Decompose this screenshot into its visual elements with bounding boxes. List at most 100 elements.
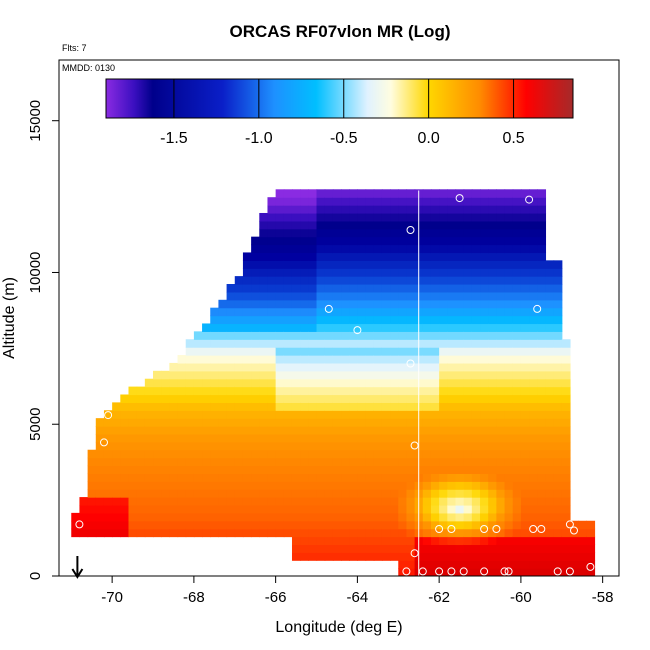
heat-cell	[381, 473, 391, 482]
heat-cell	[455, 433, 465, 443]
heat-cell	[316, 497, 326, 506]
heat-cell	[365, 370, 375, 380]
heat-cell	[242, 252, 252, 261]
heat-cell	[283, 260, 293, 269]
heat-cell	[251, 512, 260, 522]
heat-cell	[120, 449, 130, 459]
heat-cell	[529, 560, 538, 569]
heat-cell	[398, 212, 408, 222]
heat-cell	[185, 355, 195, 364]
heat-cell	[202, 433, 211, 443]
heat-cell	[529, 504, 538, 514]
heat-cell	[512, 220, 522, 230]
heat-cell	[390, 410, 399, 419]
heat-cell	[463, 323, 473, 332]
heat-cell	[480, 299, 489, 309]
heat-cell	[283, 244, 293, 254]
heat-cell	[316, 370, 326, 380]
heat-cell	[504, 402, 514, 411]
heat-cell	[120, 402, 130, 411]
heat-cell	[324, 252, 334, 261]
heat-cell	[226, 497, 236, 506]
heat-cell	[357, 457, 367, 467]
heat-cell	[365, 386, 375, 396]
heat-cell	[341, 220, 350, 230]
heat-cell	[193, 426, 203, 435]
heat-cell	[439, 276, 448, 285]
heat-cell	[251, 339, 260, 348]
heat-cell	[496, 339, 506, 348]
heat-cell	[471, 268, 481, 277]
heat-cell	[586, 552, 596, 561]
heat-cell	[439, 441, 448, 451]
heat-cell	[242, 457, 252, 467]
heat-cell	[316, 520, 326, 530]
heat-cell	[349, 355, 358, 364]
heat-cell	[586, 544, 596, 553]
heat-cell	[251, 323, 260, 332]
heat-cell	[422, 449, 432, 459]
heat-cell	[226, 339, 236, 348]
heat-cell	[218, 386, 228, 396]
heat-cell	[537, 410, 547, 419]
heat-cell	[267, 299, 277, 309]
heat-cell	[324, 394, 334, 403]
heat-cell	[87, 449, 97, 459]
heat-cell	[455, 560, 465, 569]
heat-cell	[275, 331, 285, 340]
heat-cell	[422, 552, 432, 561]
heat-cell	[553, 552, 563, 561]
heat-cell	[120, 418, 130, 427]
heat-cell	[390, 291, 399, 301]
heat-cell	[161, 497, 170, 506]
heat-cell	[422, 370, 432, 380]
heat-cell	[561, 465, 571, 475]
heat-cell	[512, 568, 522, 576]
heat-cell	[202, 528, 211, 538]
heat-cell	[398, 284, 408, 293]
heat-cell	[488, 394, 497, 403]
heat-cell	[553, 260, 563, 269]
heat-cell	[488, 355, 497, 364]
observation-point	[480, 567, 489, 576]
heat-cell	[430, 339, 440, 348]
heat-cell	[537, 228, 547, 238]
heat-cell	[87, 465, 97, 475]
heat-cell	[406, 189, 416, 198]
heat-cell	[430, 291, 440, 301]
heat-cell	[357, 512, 367, 522]
heat-cell	[300, 205, 309, 214]
heat-cell	[87, 528, 97, 538]
heat-cell	[553, 386, 563, 396]
heat-cell	[242, 276, 252, 285]
heat-cell	[112, 457, 121, 467]
heat-cell	[471, 465, 481, 475]
heat-cell	[553, 504, 563, 514]
heat-cell	[439, 433, 448, 443]
heat-cell	[332, 220, 342, 230]
heat-cell	[177, 402, 187, 411]
heat-cell	[324, 244, 334, 254]
heat-cell	[202, 449, 211, 459]
heat-cell	[202, 362, 211, 372]
heat-cell	[390, 331, 399, 340]
heat-cell	[210, 473, 220, 482]
heat-cell	[332, 544, 342, 553]
heat-cell	[357, 284, 367, 293]
heat-cell	[177, 497, 187, 506]
heat-cell	[218, 481, 228, 490]
heat-cell	[480, 504, 489, 514]
heat-cell	[561, 378, 571, 388]
heat-cell	[95, 504, 105, 514]
heat-cell	[537, 449, 547, 459]
heat-cell	[283, 323, 293, 332]
heat-cell	[365, 331, 375, 340]
heat-cell	[308, 236, 318, 246]
heat-cell	[512, 205, 522, 214]
heat-cell	[161, 512, 170, 522]
heat-cell	[545, 386, 555, 396]
flights-note: Flts: 7	[62, 43, 87, 53]
heat-cell	[529, 197, 538, 206]
heat-cell	[291, 504, 301, 514]
heat-cell	[316, 228, 326, 238]
